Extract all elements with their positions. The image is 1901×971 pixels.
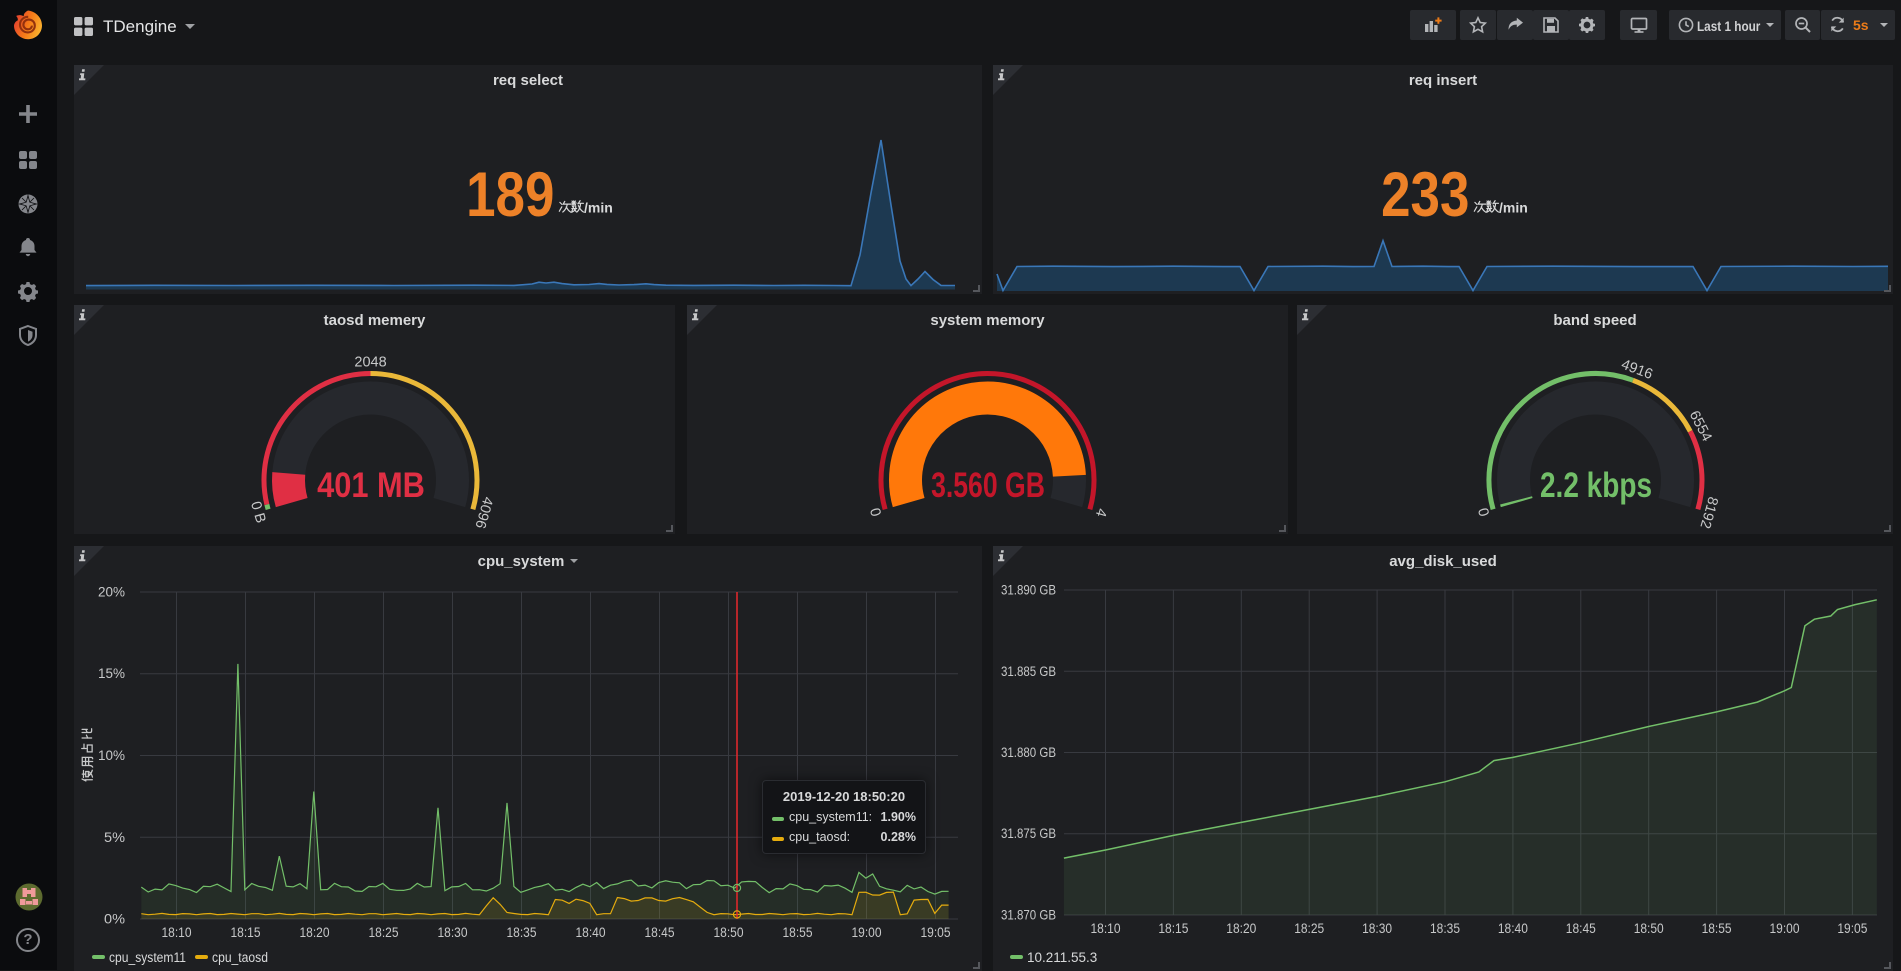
svg-text:15%: 15% <box>98 666 125 681</box>
svg-text:31.885 GB: 31.885 GB <box>1001 664 1056 679</box>
svg-text:18:20: 18:20 <box>1226 921 1256 936</box>
svg-text:31.890 GB: 31.890 GB <box>1001 583 1056 598</box>
svg-text:18:30: 18:30 <box>1362 921 1392 936</box>
svg-text:19:00: 19:00 <box>852 925 882 940</box>
svg-text:cpu_system11: cpu_system11 <box>109 950 186 965</box>
svg-text:18:30: 18:30 <box>438 925 468 940</box>
svg-text:31.880 GB: 31.880 GB <box>1001 745 1056 760</box>
svg-text:18:15: 18:15 <box>231 925 261 940</box>
svg-text:4: 4 <box>1092 506 1110 518</box>
svg-text:19:05: 19:05 <box>921 925 951 940</box>
svg-text:/min: /min <box>1499 200 1528 216</box>
svg-text:10.211.55.3: 10.211.55.3 <box>1027 950 1097 965</box>
svg-text:18:10: 18:10 <box>1091 921 1121 936</box>
svg-text:18:25: 18:25 <box>1294 921 1324 936</box>
svg-text:10%: 10% <box>98 748 125 763</box>
svg-text:cpu_taosd: cpu_taosd <box>212 950 268 965</box>
svg-text:18:50: 18:50 <box>714 925 744 940</box>
svg-text:/min: /min <box>584 200 613 216</box>
svg-text:18:45: 18:45 <box>645 925 675 940</box>
svg-text:18:10: 18:10 <box>162 925 192 940</box>
svg-text:18:40: 18:40 <box>576 925 606 940</box>
svg-text:18:50: 18:50 <box>1634 921 1664 936</box>
svg-text:0 B: 0 B <box>247 500 268 525</box>
svg-text:31.870 GB: 31.870 GB <box>1001 908 1056 923</box>
svg-text:31.875 GB: 31.875 GB <box>1001 826 1056 841</box>
svg-text:0: 0 <box>866 506 884 518</box>
svg-text:18:35: 18:35 <box>507 925 537 940</box>
svg-text:18:45: 18:45 <box>1566 921 1596 936</box>
svg-text:18:15: 18:15 <box>1158 921 1188 936</box>
svg-text:18:25: 18:25 <box>369 925 399 940</box>
svg-text:19:05: 19:05 <box>1837 921 1867 936</box>
svg-text:5%: 5% <box>104 830 125 845</box>
svg-text:0: 0 <box>1474 506 1492 518</box>
svg-text:18:20: 18:20 <box>300 925 330 940</box>
svg-text:20%: 20% <box>98 585 125 600</box>
svg-text:2048: 2048 <box>354 354 386 370</box>
svg-text:0%: 0% <box>104 912 125 927</box>
svg-text:18:35: 18:35 <box>1430 921 1460 936</box>
svg-text:18:40: 18:40 <box>1498 921 1528 936</box>
svg-text:18:55: 18:55 <box>783 925 813 940</box>
svg-text:19:00: 19:00 <box>1770 921 1800 936</box>
svg-text:18:55: 18:55 <box>1702 921 1732 936</box>
